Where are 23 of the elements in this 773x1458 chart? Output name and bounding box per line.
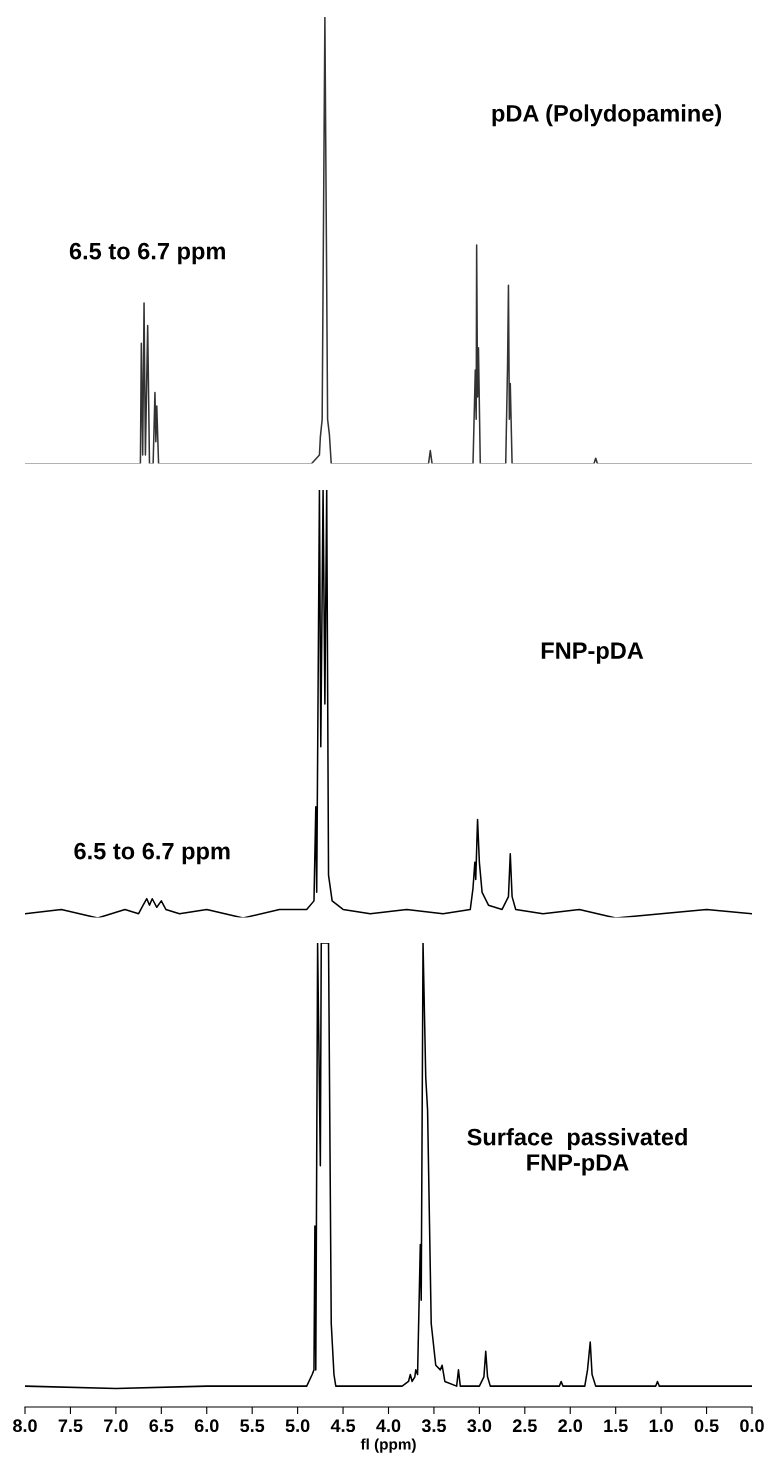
x-tick-label: 6.0: [194, 1419, 219, 1433]
series-label: Surface passivated FNP-pDA: [467, 1128, 687, 1176]
x-tick-label: 4.5: [330, 1419, 356, 1433]
x-tick-label: 1.0: [649, 1419, 673, 1433]
text: pDA (Polydopamine): [492, 104, 722, 127]
x-tick-label: 0.0: [740, 1419, 764, 1433]
x-tick-label: 0.5: [694, 1419, 719, 1433]
x-tick-label: 2.0: [558, 1419, 583, 1433]
text: FNP-pDA: [541, 642, 644, 664]
x-tick-label: 1.5: [604, 1419, 628, 1433]
annotation: 6.5 to 6.7 ppm: [74, 842, 230, 865]
x-tick-label: 5.0: [285, 1419, 310, 1433]
x-tick-label: 8.0: [13, 1419, 37, 1433]
annotation: 6.5 to 6.7 ppm: [69, 242, 225, 265]
x-tick-label: 5.5: [240, 1419, 265, 1433]
x-tick-label: 3.5: [421, 1419, 446, 1433]
x-tick-label: 2.5: [512, 1419, 537, 1433]
x-tick-label: 6.5: [149, 1419, 174, 1433]
x-tick-label: 3.0: [467, 1419, 492, 1433]
x-tick-label: 4.0: [376, 1419, 401, 1433]
x-axis-title: fl (ppm): [360, 1438, 416, 1453]
x-tick-label: 7.0: [104, 1419, 128, 1433]
x-tick-label: 7.5: [58, 1419, 83, 1433]
